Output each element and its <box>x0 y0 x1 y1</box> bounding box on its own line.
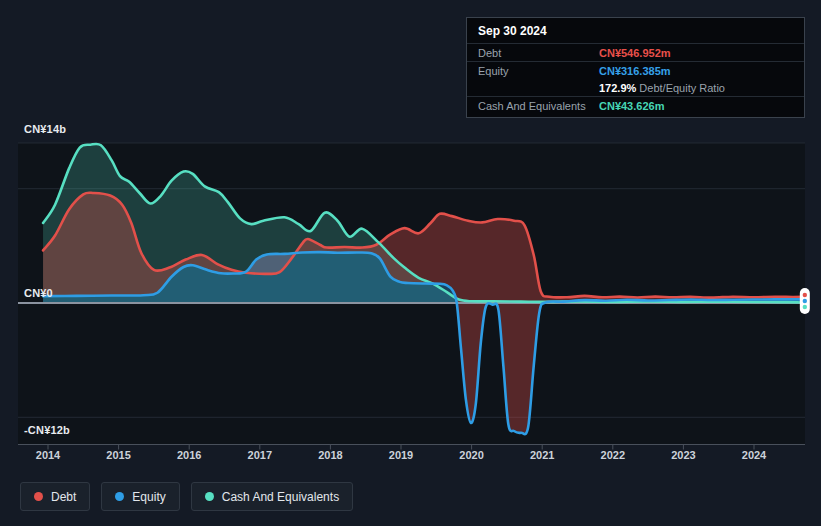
tooltip-row-equity: Equity CN¥316.385m <box>467 61 804 79</box>
y-axis-label-top: CN¥14b <box>24 123 66 135</box>
legend-debt-label: Debt <box>51 490 76 504</box>
x-axis-label: 2020 <box>459 449 483 461</box>
marker-dot-icon <box>803 305 807 309</box>
tooltip-date: Sep 30 2024 <box>467 18 804 43</box>
x-axis-label: 2017 <box>248 449 272 461</box>
page: { "tooltip": { "date": "Sep 30 2024", "d… <box>0 0 821 526</box>
tooltip-row-debt: Debt CN¥546.952m <box>467 43 804 61</box>
x-axis-label: 2023 <box>671 449 695 461</box>
tooltip-debt-label: Debt <box>478 47 599 59</box>
legend-equity-label: Equity <box>132 490 165 504</box>
tooltip-row-ratio: 172.9% Debt/Equity Ratio <box>467 79 804 96</box>
x-axis-label: 2019 <box>389 449 413 461</box>
cash-dot-icon <box>205 492 214 501</box>
legend-item-debt[interactable]: Debt <box>20 482 90 511</box>
legend-cash-label: Cash And Equivalents <box>222 490 339 504</box>
tooltip-equity-label: Equity <box>478 65 599 77</box>
x-axis-label: 2024 <box>742 449 766 461</box>
tooltip-ratio-value: 172.9% <box>599 82 636 94</box>
tooltip-debt-value: CN¥546.952m <box>599 47 671 59</box>
y-axis-label-zero: CN¥0 <box>24 287 53 299</box>
tooltip: Sep 30 2024 Debt CN¥546.952m Equity CN¥3… <box>466 17 805 118</box>
x-axis-label: 2022 <box>601 449 625 461</box>
debt-dot-icon <box>34 492 43 501</box>
marker-dot-icon <box>803 299 807 303</box>
tooltip-cash-label: Cash And Equivalents <box>478 100 599 112</box>
legend: Debt Equity Cash And Equivalents <box>20 482 353 511</box>
equity-dot-icon <box>115 492 124 501</box>
legend-item-cash[interactable]: Cash And Equivalents <box>191 482 353 511</box>
tooltip-equity-value: CN¥316.385m <box>599 65 671 77</box>
x-axis-label: 2014 <box>36 449 60 461</box>
tooltip-ratio: 172.9% Debt/Equity Ratio <box>599 82 725 94</box>
marker-dot-icon <box>803 293 807 297</box>
legend-item-equity[interactable]: Equity <box>101 482 179 511</box>
tooltip-row-cash: Cash And Equivalents CN¥43.626m <box>467 96 804 114</box>
x-axis-label: 2018 <box>318 449 342 461</box>
y-axis-label-bottom: -CN¥12b <box>24 424 70 436</box>
tooltip-ratio-label: Debt/Equity Ratio <box>636 82 725 94</box>
x-axis-label: 2016 <box>177 449 201 461</box>
x-axis-label: 2015 <box>106 449 130 461</box>
tooltip-cash-value: CN¥43.626m <box>599 100 664 112</box>
x-axis-label: 2021 <box>530 449 554 461</box>
